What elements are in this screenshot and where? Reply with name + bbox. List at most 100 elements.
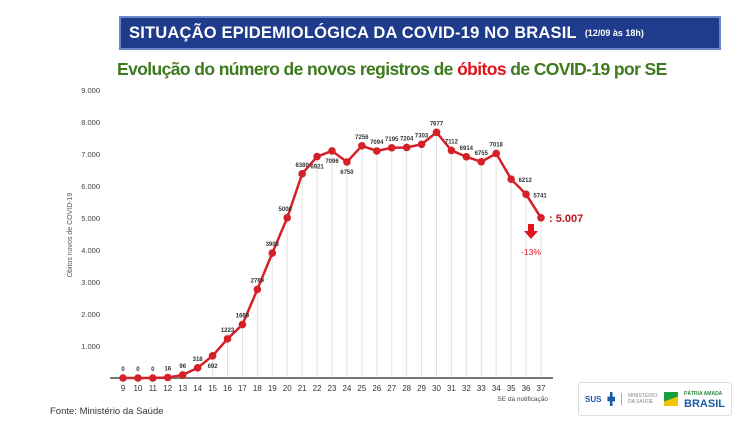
data-point (253, 285, 262, 294)
y-tick-label: 7.000 (81, 150, 100, 159)
data-point (537, 213, 545, 222)
x-tick-label: 37 (537, 384, 546, 393)
cross-icon (607, 392, 615, 406)
y-tick-label: 5.000 (81, 214, 100, 223)
x-tick-label: 25 (357, 384, 366, 393)
data-label: 16 (164, 366, 171, 372)
data-point (387, 143, 396, 152)
data-label: 7204 (400, 136, 414, 142)
data-label: 7195 (385, 137, 399, 143)
data-point (193, 364, 202, 372)
x-tick-label: 13 (178, 384, 187, 393)
data-label: 7094 (370, 140, 384, 146)
data-point (417, 140, 426, 149)
header-subtitle: (12/09 às 18h) (584, 28, 644, 38)
x-tick-label: 20 (283, 384, 292, 393)
data-point (163, 373, 172, 382)
y-tick-label: 9.000 (81, 86, 100, 95)
x-tick-label: 10 (133, 384, 142, 393)
brasil-logo: PÁTRIA AMADA BRASIL (684, 389, 725, 410)
data-label: 7256 (355, 135, 369, 141)
header-title: SITUAÇÃO EPIDEMIOLÓGICA DA COVID-19 NO B… (129, 23, 577, 42)
y-tick-label: 8.000 (81, 118, 100, 127)
y-tick-label: 6.000 (81, 182, 100, 191)
x-tick-label: 16 (223, 384, 232, 393)
flag-icon (664, 392, 679, 406)
y-tick-label: 4.000 (81, 246, 100, 255)
x-tick-label: 19 (268, 384, 277, 393)
data-label: 1223 (221, 328, 235, 334)
change-label: -13% (521, 247, 541, 257)
data-point (358, 142, 366, 150)
data-label: 5741 (533, 193, 547, 199)
data-label: 0 (121, 367, 125, 373)
data-point (223, 335, 232, 343)
x-tick-label: 29 (417, 384, 426, 393)
data-point (283, 214, 292, 222)
y-tick-label: 3.000 (81, 278, 100, 287)
x-tick-label: 28 (402, 384, 411, 393)
chart-title-part: de COVID-19 por SE (505, 59, 667, 79)
data-point (522, 190, 530, 199)
data-point (447, 146, 456, 155)
data-label: 0 (136, 367, 140, 373)
data-point (328, 147, 336, 155)
sus-logo: SUS (585, 394, 602, 404)
data-label: 6212 (518, 178, 532, 184)
x-tick-label: 21 (298, 384, 307, 393)
x-tick-label: 12 (163, 384, 172, 393)
arrow-down-icon (524, 224, 538, 239)
data-label: 2769 (251, 278, 265, 284)
x-tick-label: 18 (253, 384, 262, 393)
data-label: 7018 (490, 142, 504, 148)
x-tick-label: 11 (149, 384, 158, 393)
x-tick-label: 15 (208, 384, 217, 393)
data-point (507, 175, 515, 184)
data-label: 96 (179, 364, 186, 370)
data-point (208, 352, 217, 360)
data-label: 1669 (236, 314, 250, 320)
chart-title-part: Evolução do número de novos registros de (117, 59, 458, 79)
data-point (492, 149, 501, 158)
patria-text: PÁTRIA AMADA (684, 391, 723, 397)
x-tick-label: 14 (193, 384, 202, 393)
data-label: 7112 (445, 139, 459, 145)
data-point (477, 158, 486, 166)
logos: SUS MINISTÉRIO DA SAÚDE PÁTRIA AMADA BRAS… (578, 382, 732, 416)
data-label: 5006 (279, 207, 293, 213)
x-tick-label: 17 (238, 384, 247, 393)
data-label: 6914 (460, 146, 474, 152)
x-tick-label: 32 (462, 384, 471, 393)
data-label: 692 (208, 364, 219, 370)
chart-title-highlight: óbitos (457, 59, 507, 79)
header-banner: SITUAÇÃO EPIDEMIOLÓGICA DA COVID-19 NO B… (119, 16, 721, 50)
chart-title: Evolução do número de novos registros de… (117, 59, 667, 80)
data-point (149, 374, 157, 382)
x-tick-label: 27 (387, 384, 396, 393)
data-label: 7096 (325, 159, 339, 165)
data-point (238, 320, 247, 329)
x-tick-label: 34 (492, 384, 501, 393)
x-tick-label: 9 (121, 384, 126, 393)
data-point (268, 249, 277, 257)
x-tick-label: 35 (507, 384, 516, 393)
data-label: 318 (193, 357, 204, 363)
x-tick-label: 22 (313, 384, 322, 393)
y-tick-label: 1.000 (81, 342, 100, 351)
data-label: 6755 (475, 151, 489, 157)
data-label: 7677 (430, 121, 444, 127)
data-point (119, 374, 127, 382)
x-tick-label: 33 (477, 384, 486, 393)
x-tick-label: 23 (328, 384, 337, 393)
data-point (134, 374, 142, 382)
data-point (313, 152, 321, 161)
x-tick-label: 24 (342, 384, 351, 393)
x-tick-label: 31 (447, 384, 456, 393)
last-value-label: : 5.007 (549, 213, 583, 225)
y-axis-label: Óbitos novos de COVID-19 (65, 192, 74, 277)
data-point (372, 147, 381, 155)
x-axis-label: SE da notificação (497, 396, 548, 403)
data-label: 0 (151, 367, 155, 373)
x-tick-label: 36 (522, 384, 531, 393)
